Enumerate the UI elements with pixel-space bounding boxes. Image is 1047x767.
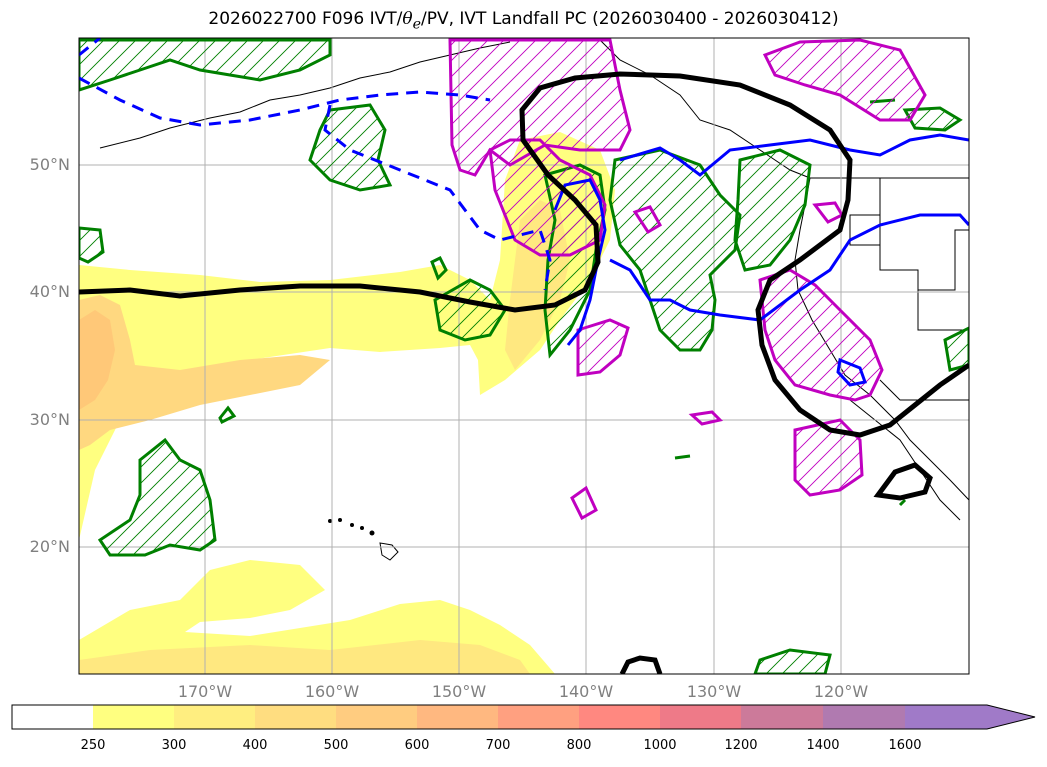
colorbar-outline: [11, 704, 1036, 730]
pv-region-mid: [433, 278, 507, 342]
colorbar-tick-1600: 1600: [888, 738, 922, 753]
blue-dashed-north: [79, 76, 491, 127]
pv-region-aleutian: [308, 103, 393, 192]
landfall-pc-closed: [873, 462, 933, 501]
map-title: 2026022700 F096 IVT/θe/PV, IVT Landfall …: [208, 9, 839, 33]
pv-region-se: [943, 326, 969, 372]
blue-dashed-nw: [79, 38, 101, 57]
colorbar-seg-7: [579, 705, 660, 729]
pv-region-ne: [902, 106, 963, 132]
colorbar-tick-1200: 1200: [724, 738, 758, 753]
colorbar-tick-600: 600: [404, 738, 430, 753]
lat-label-30n: 30°N: [29, 410, 70, 429]
pv-region-sw: [97, 437, 217, 557]
colorbar-seg-2: [174, 705, 255, 729]
landfall-pc-main: [79, 71, 969, 438]
colorbar-tick-500: 500: [323, 738, 349, 753]
ivt-250-region: [79, 132, 615, 540]
blue-solid-east: [619, 133, 969, 177]
lon-label-150w: 150°W: [431, 682, 487, 701]
pv-region-east: [608, 148, 742, 352]
blue-dashed-center: [323, 104, 552, 291]
colorbar-tick-300: 300: [161, 738, 187, 753]
colorbar-tick-1000: 1000: [643, 738, 677, 753]
magenta-region-center: [488, 138, 607, 257]
colorbar-seg-6: [498, 705, 579, 729]
landfall-pc-contours: [79, 71, 969, 674]
magenta-region-coast: [758, 268, 884, 402]
hawaii-islands: [328, 518, 399, 561]
colorbar-seg-8: [660, 705, 741, 729]
colorbar-extend-arrow: [905, 705, 1035, 729]
map-frame: [78, 37, 970, 675]
lat-label-40n: 40°N: [29, 282, 70, 301]
colorbar-tick-250: 250: [80, 738, 106, 753]
theta-e-magenta-contours: [448, 38, 927, 497]
lon-label-160w: 160°W: [304, 682, 360, 701]
lon-label-140w: 140°W: [558, 682, 614, 701]
landfall-pc-south: [619, 655, 663, 674]
colorbar-seg-3: [255, 705, 336, 729]
colorbar-tick-800: 800: [566, 738, 592, 753]
colorbar-tick-700: 700: [485, 738, 511, 753]
magenta-region-south: [793, 418, 864, 497]
lat-label-20n: 20°N: [29, 537, 70, 556]
colorbar-seg-10: [823, 705, 905, 729]
pv-contours: [79, 38, 969, 674]
magenta-region-small: [576, 318, 630, 377]
pv-region-south: [753, 648, 832, 674]
colorbar-tick-1400: 1400: [806, 738, 840, 753]
lon-label-120w: 120°W: [813, 682, 869, 701]
pv-region-coast: [733, 148, 812, 272]
colorbar-seg-0: [12, 705, 93, 729]
ivt-300-region-south: [79, 640, 530, 674]
colorbar-tick-400: 400: [242, 738, 268, 753]
pv-region-nw: [79, 38, 332, 92]
colorbar-seg-1: [93, 705, 174, 729]
colorbar-seg-5: [417, 705, 498, 729]
colorbar-seg-4: [336, 705, 417, 729]
lon-label-170w: 170°W: [177, 682, 233, 701]
colorbar-seg-9: [741, 705, 823, 729]
theta-e-blue-contours: [79, 38, 969, 387]
lat-label-50n: 50°N: [29, 155, 70, 174]
blue-solid-lower: [609, 213, 969, 322]
ivt-400-region: [79, 310, 115, 410]
blue-solid-small: [836, 357, 867, 387]
lon-label-130w: 130°W: [686, 682, 742, 701]
colorbar: [11, 704, 1036, 730]
magenta-region-ne: [762, 38, 927, 122]
pv-region-west-edge: [79, 226, 105, 264]
blue-solid-main: [553, 178, 607, 346]
